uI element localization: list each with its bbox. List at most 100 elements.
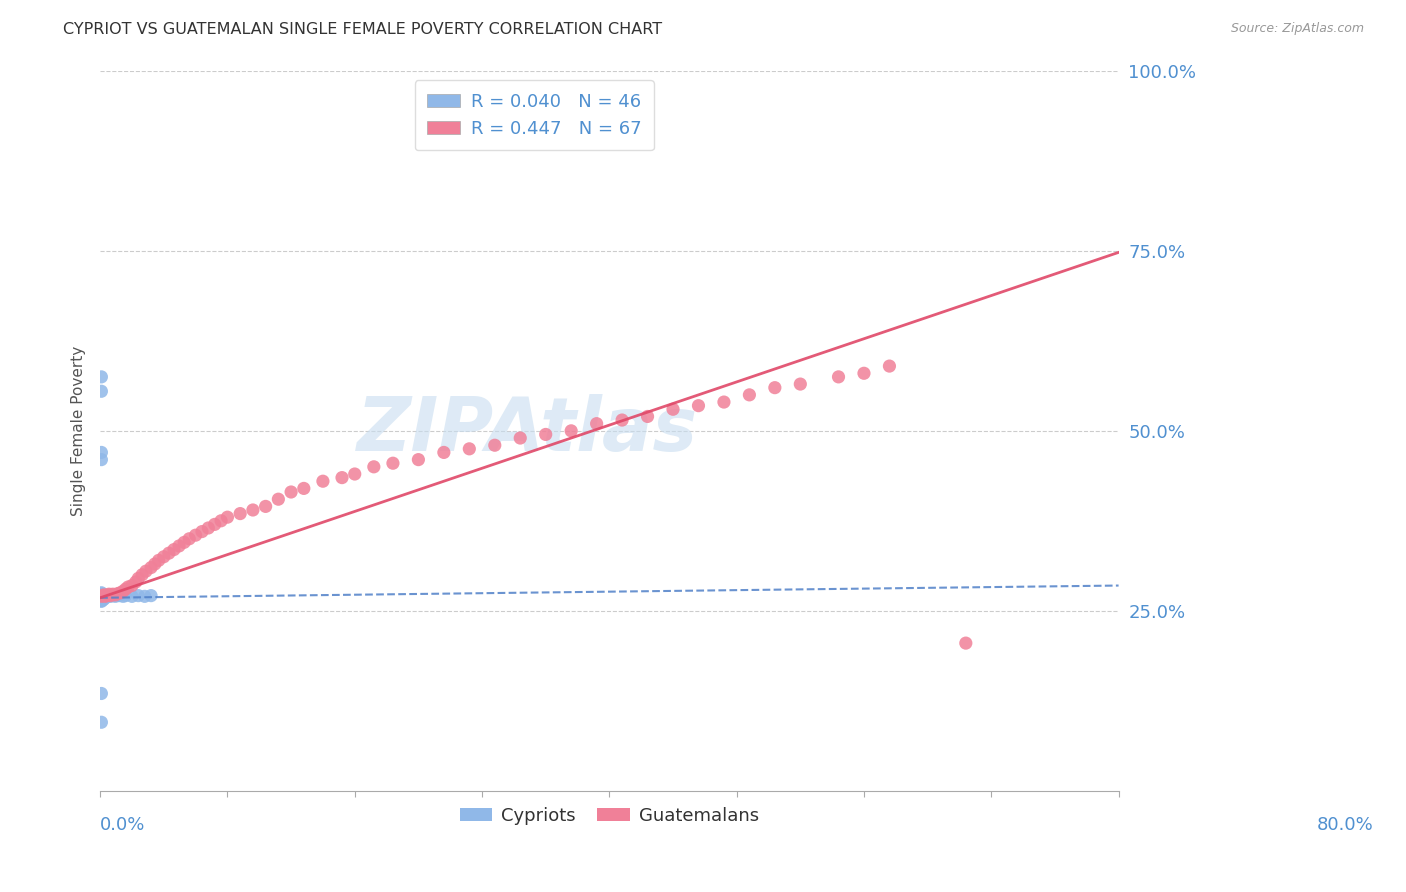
Point	[90, 586, 112, 600]
Point	[163, 542, 186, 557]
Point	[204, 517, 226, 532]
Point	[879, 359, 901, 373]
Point	[217, 510, 239, 524]
Point	[108, 589, 131, 603]
Point	[90, 384, 112, 399]
Point	[91, 590, 114, 604]
Point	[97, 590, 120, 604]
Point	[91, 587, 114, 601]
Point	[955, 636, 977, 650]
Point	[148, 553, 170, 567]
Point	[90, 589, 112, 603]
Point	[534, 427, 557, 442]
Point	[101, 589, 124, 603]
Point	[209, 514, 232, 528]
Point	[98, 589, 121, 603]
Point	[125, 574, 148, 589]
Point	[93, 591, 115, 605]
Point	[90, 587, 112, 601]
Point	[121, 578, 143, 592]
Point	[90, 593, 112, 607]
Point	[173, 535, 195, 549]
Point	[97, 588, 120, 602]
Point	[637, 409, 659, 424]
Point	[90, 591, 112, 605]
Point	[91, 589, 114, 603]
Point	[143, 557, 166, 571]
Text: Source: ZipAtlas.com: Source: ZipAtlas.com	[1230, 22, 1364, 36]
Point	[381, 456, 404, 470]
Point	[117, 580, 139, 594]
Point	[292, 482, 315, 496]
Point	[94, 590, 117, 604]
Point	[134, 590, 156, 604]
Point	[100, 588, 122, 602]
Point	[408, 452, 430, 467]
Point	[330, 470, 353, 484]
Point	[139, 560, 162, 574]
Text: ZIPAtlas: ZIPAtlas	[357, 394, 699, 467]
Point	[94, 591, 117, 605]
Point	[789, 377, 811, 392]
Point	[110, 586, 132, 600]
Point	[101, 587, 124, 601]
Point	[662, 402, 685, 417]
Point	[179, 532, 201, 546]
Point	[96, 589, 118, 603]
Point	[112, 590, 135, 604]
Point	[131, 567, 153, 582]
Text: 80.0%: 80.0%	[1316, 816, 1374, 834]
Point	[90, 686, 112, 700]
Point	[560, 424, 582, 438]
Point	[167, 539, 190, 553]
Point	[254, 500, 277, 514]
Point	[91, 591, 114, 606]
Point	[107, 586, 129, 600]
Point	[90, 715, 112, 730]
Point	[484, 438, 506, 452]
Point	[688, 399, 710, 413]
Legend: Cypriots, Guatemalans: Cypriots, Guatemalans	[453, 799, 766, 832]
Point	[610, 413, 633, 427]
Point	[713, 395, 735, 409]
Point	[139, 589, 162, 603]
Point	[152, 549, 174, 564]
Point	[91, 589, 114, 603]
Point	[90, 590, 112, 604]
Point	[90, 588, 112, 602]
Point	[98, 587, 121, 601]
Point	[738, 388, 761, 402]
Point	[90, 590, 112, 604]
Point	[827, 370, 849, 384]
Point	[94, 590, 117, 604]
Point	[242, 503, 264, 517]
Point	[91, 590, 114, 604]
Point	[90, 445, 112, 459]
Point	[90, 593, 112, 607]
Point	[509, 431, 531, 445]
Point	[93, 588, 115, 602]
Y-axis label: Single Female Poverty: Single Female Poverty	[72, 346, 86, 516]
Point	[852, 366, 875, 380]
Point	[91, 589, 114, 603]
Point	[267, 492, 290, 507]
Point	[112, 584, 135, 599]
Point	[127, 571, 149, 585]
Point	[135, 564, 157, 578]
Point	[585, 417, 607, 431]
Point	[96, 589, 118, 603]
Point	[90, 591, 112, 606]
Point	[90, 452, 112, 467]
Point	[114, 589, 136, 603]
Point	[104, 590, 127, 604]
Point	[93, 588, 115, 602]
Point	[90, 370, 112, 384]
Point	[93, 592, 115, 607]
Point	[90, 592, 112, 607]
Point	[363, 459, 385, 474]
Point	[191, 524, 214, 539]
Point	[114, 582, 136, 596]
Point	[121, 590, 143, 604]
Point	[312, 474, 335, 488]
Point	[90, 589, 112, 603]
